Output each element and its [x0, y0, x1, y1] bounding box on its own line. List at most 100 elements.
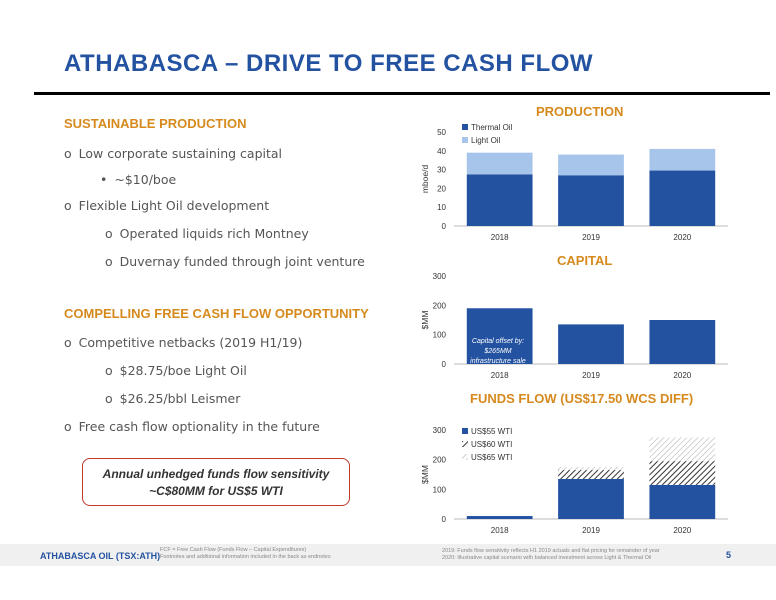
bullet-text: Low corporate sustaining capital — [78, 146, 283, 161]
bar-segment — [466, 308, 533, 364]
legend-label: Thermal Oil — [471, 123, 513, 132]
bar-segment — [649, 437, 716, 462]
bar-segment — [466, 152, 533, 175]
legend-swatch — [462, 137, 468, 143]
bullet-marker: o — [64, 419, 72, 434]
bar-segment — [466, 516, 533, 519]
bar-segment — [558, 154, 624, 176]
y-tick-label: 200 — [433, 456, 447, 465]
capital-chart: 0 100 200 300 $MM 2018 2019 2020 Capital offset … — [420, 272, 728, 380]
bullet-text: ~$10/boe — [114, 172, 177, 187]
production-chart: 0 10 20 30 40 50 mboe/d 2018 2019 2020 Thermal Oil… — [420, 123, 728, 242]
legend-swatch — [462, 124, 468, 130]
page-title: ATHABASCA – DRIVE TO FREE CASH FLOW — [64, 50, 594, 77]
bar-segment — [649, 170, 716, 226]
bullet-marker: • — [100, 172, 108, 187]
y-tick-label: 10 — [437, 203, 446, 212]
callout-line-2: ~C$80MM for US$5 WTI — [149, 484, 283, 498]
y-axis-label: $MM — [420, 465, 430, 484]
y-tick-label: 0 — [442, 360, 447, 369]
y-axis-label: mboe/d — [420, 165, 430, 194]
bar-segment — [649, 148, 716, 171]
x-tick-label: 2019 — [582, 233, 600, 242]
y-tick-label: 0 — [442, 515, 447, 524]
y-tick-label: 100 — [433, 485, 447, 494]
bullet-text: Flexible Light Oil development — [78, 198, 270, 213]
legend-swatch — [462, 441, 468, 447]
footer-notes-right: 2019: Funds flow sensitivity reflects H1… — [442, 548, 660, 562]
footer-note: 2020: Illustrative capital scenario with… — [442, 555, 652, 561]
legend-swatch — [462, 454, 468, 460]
bullet-text: $26.25/bbl Leismer — [119, 391, 241, 406]
footer-notes-left: FCF = Free Cash Flow (Funds Flow – Capit… — [160, 547, 331, 561]
y-tick-label: 40 — [437, 147, 446, 156]
bullet-marker: o — [105, 391, 113, 406]
legend-swatch — [462, 428, 468, 434]
bullet-text: $28.75/boe Light Oil — [119, 363, 247, 378]
footer-note: 2019: Funds flow sensitivity reflects H1… — [442, 548, 660, 554]
x-tick-label: 2018 — [491, 526, 509, 535]
bullet-item: o Flexible Light Oil development — [64, 198, 269, 213]
legend-label: US$55 WTI — [471, 427, 512, 436]
bullet-marker: o — [105, 254, 113, 269]
section-heading-free-cash-flow: COMPELLING FREE CASH FLOW OPPORTUNITY — [64, 306, 369, 321]
bar-segment — [649, 461, 716, 485]
bar-segment — [466, 174, 533, 226]
annotation-text: infrastructure sale — [470, 358, 526, 365]
x-tick-label: 2020 — [673, 526, 691, 535]
bar-segment — [558, 175, 624, 226]
footer-company: ATHABASCA OIL (TSX:ATH) — [40, 551, 161, 561]
chart-title-capital: CAPITAL — [557, 253, 613, 268]
bar-segment — [558, 467, 624, 471]
bar-segment — [558, 324, 624, 364]
callout-line-1: Annual unhedged funds flow sensitivity — [102, 467, 330, 481]
bullet-marker: o — [64, 146, 72, 161]
bar-segment — [558, 478, 624, 519]
sub-bullet-item: o $28.75/boe Light Oil — [105, 363, 247, 378]
y-tick-label: 100 — [433, 331, 447, 340]
sub-bullet-item: o $26.25/bbl Leismer — [105, 391, 240, 406]
bullet-item: o Competitive netbacks (2019 H1/19) — [64, 335, 302, 350]
y-tick-label: 50 — [437, 128, 446, 137]
y-axis-label: $MM — [420, 311, 430, 330]
bar-segment — [649, 484, 716, 519]
bar-segment — [649, 320, 716, 364]
sub-bullet-item: o Duvernay funded through joint venture — [105, 254, 365, 269]
bullet-text: Competitive netbacks (2019 H1/19) — [78, 335, 303, 350]
x-tick-label: 2018 — [491, 371, 509, 380]
bullet-marker: o — [64, 198, 72, 213]
bullet-item: o Low corporate sustaining capital — [64, 146, 282, 161]
bullet-text: Operated liquids rich Montney — [119, 226, 309, 241]
title-divider — [34, 92, 770, 95]
section-heading-sustainable: SUSTAINABLE PRODUCTION — [64, 116, 247, 131]
x-tick-label: 2020 — [673, 371, 691, 380]
annotation-text: Capital offset by: — [472, 338, 524, 345]
sensitivity-callout: Annual unhedged funds flow sensitivity ~… — [82, 458, 350, 506]
page-number: 5 — [726, 550, 732, 560]
x-tick-label: 2018 — [491, 233, 509, 242]
bar-segment — [558, 470, 624, 479]
funds-flow-chart: 0 100 200 300 $MM 2018 2019 2020 US$55 WTI US$60 … — [420, 426, 728, 535]
x-tick-label: 2020 — [673, 233, 691, 242]
chart-title-funds-flow: FUNDS FLOW (US$17.50 WCS DIFF) — [470, 391, 694, 406]
y-tick-label: 200 — [433, 301, 447, 310]
sub-bullet-item: • ~$10/boe — [100, 172, 176, 187]
bullet-marker: o — [105, 363, 113, 378]
y-tick-label: 300 — [433, 272, 447, 281]
bullet-item: o Free cash flow optionality in the futur… — [64, 419, 320, 434]
footer-bar — [0, 544, 776, 566]
x-tick-label: 2019 — [582, 526, 600, 535]
legend-label: US$60 WTI — [471, 440, 512, 449]
bullet-marker: o — [105, 226, 113, 241]
sub-bullet-item: o Operated liquids rich Montney — [105, 226, 309, 241]
footer-note: Footnotes and additional information inc… — [160, 554, 331, 560]
x-tick-label: 2019 — [582, 371, 600, 380]
legend-label: US$65 WTI — [471, 453, 512, 462]
y-tick-label: 0 — [442, 222, 447, 231]
chart-title-production: PRODUCTION — [536, 104, 624, 119]
footer-note: FCF = Free Cash Flow (Funds Flow – Capit… — [160, 547, 307, 553]
bullet-marker: o — [64, 335, 72, 350]
y-tick-label: 30 — [437, 166, 446, 175]
bullet-text: Free cash flow optionality in the future — [78, 419, 320, 434]
bullet-text: Duvernay funded through joint venture — [119, 254, 365, 269]
